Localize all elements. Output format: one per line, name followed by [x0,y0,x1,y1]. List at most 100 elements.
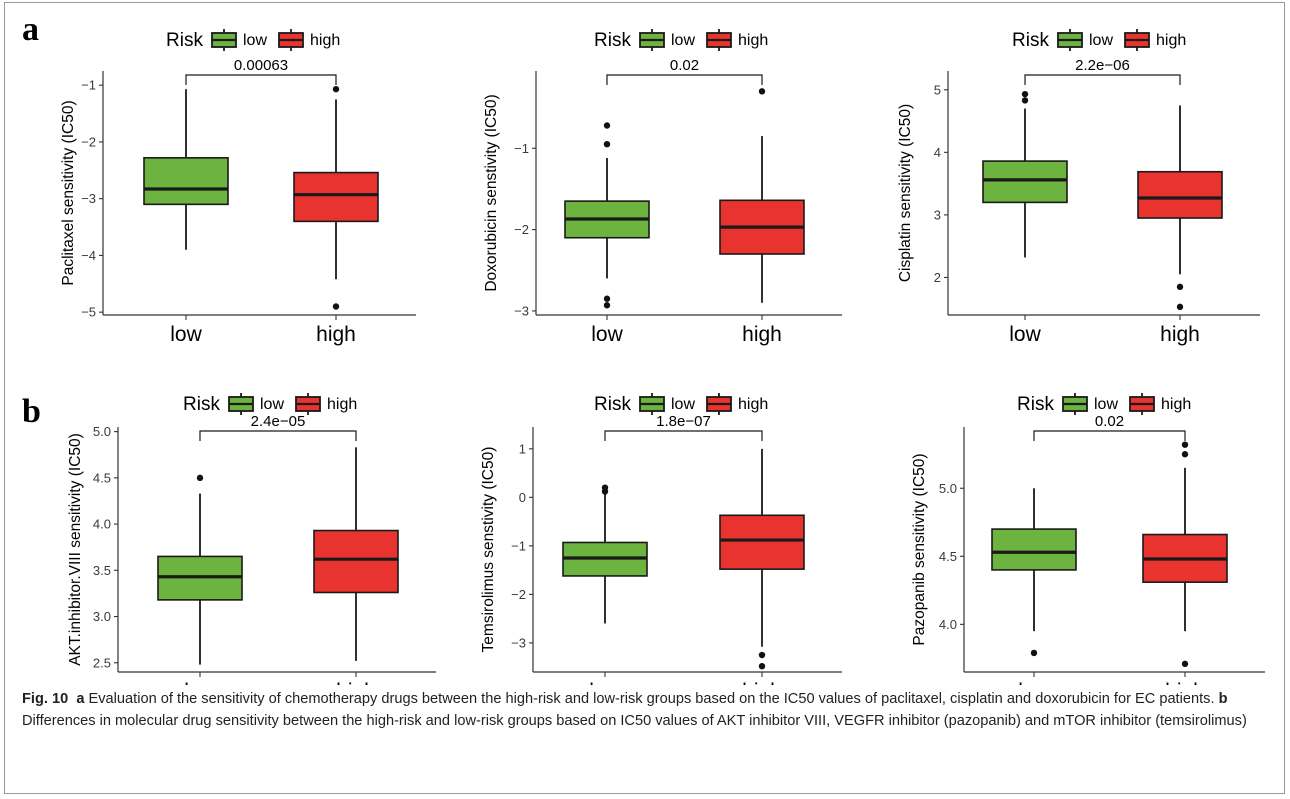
y-tick-label: 2.5 [93,655,111,670]
y-tick-label: −3 [514,303,529,318]
boxplot-panel: Risk low high −5 −4 −3 −2 −1 Paclitaxel sensitiv… [60,29,416,346]
caption-a-text: Evaluation of the sensitivity of chemoth… [88,691,1215,707]
panel-letter-a: a [22,11,39,48]
y-tick-label: 3 [934,207,941,222]
legend-title: Risk [1017,394,1054,415]
x-tick-label-low: low [184,680,216,685]
outlier-point [1030,649,1038,657]
legend-label-high: high [738,396,768,413]
outlier-point [1176,283,1184,291]
legend: Risk low high [183,393,357,415]
iqr-box [982,160,1068,204]
significance-bracket [1033,430,1186,441]
y-tick-label: −1 [81,78,96,93]
outlier-point [758,651,766,659]
y-tick-label: −5 [81,305,96,320]
significance-bracket [185,74,337,85]
box-high [293,85,379,310]
x-tick-label-low: low [591,323,623,346]
x-tick-label-high: high [336,680,376,685]
outlier-point [1176,303,1184,311]
x-tick-label-high: high [316,323,356,346]
legend: Risk low high [1012,29,1186,51]
box-low [564,122,650,309]
y-tick-label: −1 [514,141,529,156]
outlier-point [603,295,611,302]
outlier-point [1021,97,1029,104]
significance-bracket [199,430,357,441]
significance-bracket [606,74,763,85]
legend-label-low: low [1094,396,1118,413]
legend-title: Risk [1012,30,1049,51]
caption-b-text: Differences in molecular drug sensitivit… [22,712,1247,729]
p-value-label: 1.8e−07 [656,413,711,430]
y-axis-title: AKT.inhibitor.VIII sensitivity (IC50) [67,433,84,666]
y-tick-label: 4.0 [93,517,111,532]
legend-title: Risk [594,394,631,415]
significance-bracket [604,430,763,441]
box-high [1137,105,1223,311]
x-tick-label-low: low [1009,323,1041,346]
legend-label-low: low [671,32,695,49]
box-low [562,484,648,624]
outlier-point [758,662,766,670]
legend-title: Risk [594,30,631,51]
y-tick-label: 4.0 [939,617,957,632]
outlier-point [603,302,611,309]
figure-caption: Fig. 10 a Evaluation of the sensitivity … [22,689,1272,732]
y-tick-label: 3.0 [93,609,111,624]
box-low [991,488,1077,657]
boxplot-panel: Risk low high 4.0 4.5 5.0 Pazopanib sensitivit… [911,393,1265,685]
box-low [143,89,229,250]
legend-label-high: high [327,396,357,413]
p-value-label: 0.02 [670,57,699,74]
outlier-point [196,474,204,482]
y-tick-label: 5.0 [93,424,111,439]
y-tick-label: 4 [934,145,941,160]
legend-label-high: high [1161,396,1191,413]
figure-frame [4,2,1285,794]
outlier-point [758,88,766,95]
box-high [1142,441,1228,668]
legend-title: Risk [166,30,203,51]
y-tick-label: 3.5 [93,563,111,578]
x-tick-label-high: high [1165,680,1205,685]
y-axis-title: Temsirolimus senstivity (IC50) [480,447,497,653]
legend-label-high: high [310,32,340,49]
legend-label-high: high [738,32,768,49]
caption-a-letter: a [76,691,85,707]
legend: Risk low high [1017,393,1191,415]
legend: Risk low high [594,393,768,415]
panel-letter-b: b [22,393,41,430]
figure-charts: a b Risk low high −5 −4 −3 −2 −1 Paclitaxel sensit… [22,11,1265,685]
iqr-box [313,529,399,594]
y-axis-title: Doxorubicin senstivity (IC50) [483,94,500,291]
outlier-point [603,141,611,148]
legend-label-low: low [1089,32,1113,49]
significance-bracket [1024,74,1181,85]
y-axis-title: Cisplatin sensitivity (IC50) [897,104,914,282]
x-tick-label-high: high [742,680,782,685]
y-axis-title: Pazopanib sensitivity (IC50) [911,453,928,645]
boxplot-panel: Risk low high 2 3 4 5 Cisplatin sensitivity (IC… [897,29,1260,346]
iqr-box [1137,170,1223,219]
iqr-box [719,514,805,570]
legend: Risk low high [594,29,768,51]
y-tick-label: −2 [81,134,96,149]
x-tick-label-low: low [170,323,202,346]
iqr-box [991,528,1077,571]
iqr-box [143,157,229,206]
outlier-point [1021,90,1029,98]
y-tick-label: −1 [511,538,526,553]
y-axis-title: Paclitaxel sensitivity (IC50) [60,100,77,285]
box-low [157,474,243,665]
outlier-point [603,122,611,129]
p-value-label: 0.00063 [234,57,288,74]
outlier-point [601,488,609,495]
legend-label-high: high [1156,32,1186,49]
x-tick-label-high: high [1160,323,1200,346]
y-tick-label: −2 [514,222,529,237]
y-tick-label: 0 [519,490,526,505]
x-tick-label-low: low [589,680,621,685]
legend-label-low: low [243,32,267,49]
